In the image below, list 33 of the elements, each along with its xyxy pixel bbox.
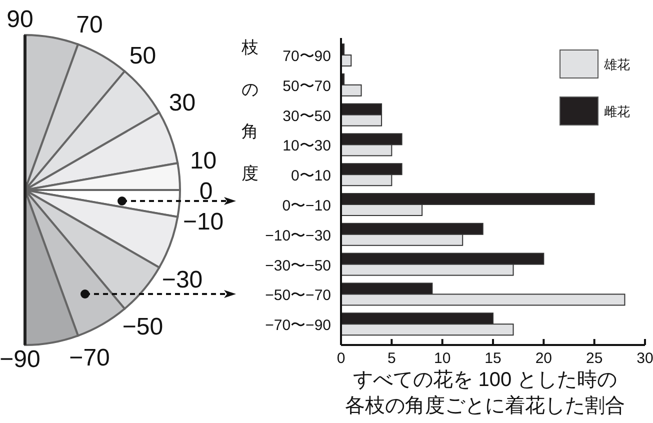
category-label: −30 — [162, 266, 203, 294]
category-label: 70 — [76, 12, 103, 39]
text: 各枝の角度ごとに着花した割合 — [345, 394, 625, 417]
category-label: 90 — [6, 6, 34, 33]
x-tick-label: 30 — [636, 350, 653, 367]
y-tick-label: 70〜90 — [282, 48, 331, 65]
category-label: −10 — [182, 208, 224, 236]
y-tick-label: 50〜70 — [282, 78, 331, 95]
y-tick-label: −70〜−90 — [265, 317, 331, 334]
category-label: −70 — [69, 344, 110, 372]
x-axis-title: すべての花を 100 とした時の — [352, 369, 618, 391]
category-label: −90 — [0, 346, 40, 373]
text: 枝の角度 — [242, 38, 258, 183]
category-label: 30 — [168, 90, 196, 116]
y-tick-label: 10〜30 — [282, 138, 331, 155]
x-tick-label: 10 — [434, 350, 451, 367]
category-label: 0 — [199, 178, 213, 205]
y-tick-label: −50〜−70 — [265, 287, 331, 304]
x-tick-label: 15 — [484, 350, 502, 367]
y-tick-label: −10〜−30 — [265, 227, 331, 244]
category-label: −50 — [122, 314, 164, 341]
x-tick-label: 25 — [586, 350, 603, 367]
x-tick-label: 0 — [336, 350, 346, 367]
y-tick-label: 30〜50 — [282, 108, 331, 125]
y-tick-label: 0〜−10 — [282, 198, 331, 214]
category-label: 50 — [129, 42, 156, 70]
y-tick-label: −30〜−50 — [265, 257, 331, 274]
legend-label: 雄花 — [603, 57, 630, 72]
y-tick-label: 0〜10 — [290, 168, 331, 185]
category-label: 10 — [190, 147, 217, 174]
x-tick-label: 5 — [387, 350, 396, 367]
x-tick-label: 20 — [535, 350, 552, 367]
legend-label: 雌花 — [604, 104, 630, 119]
